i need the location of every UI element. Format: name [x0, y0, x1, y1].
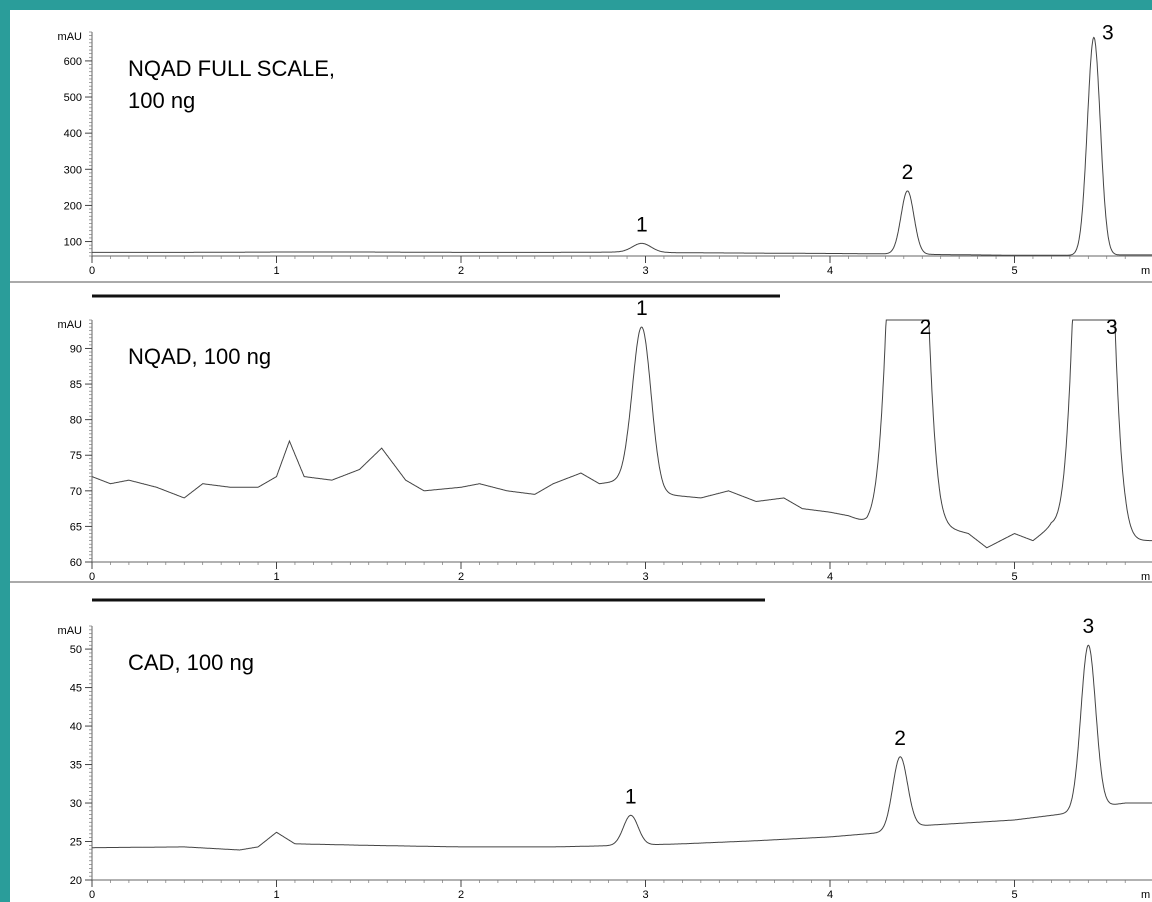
x-tick-label: 2	[458, 889, 464, 901]
y-axis-unit-label: mAU	[58, 31, 83, 43]
x-axis-unit-label: m	[1141, 571, 1150, 583]
peak-label-2: 2	[920, 316, 932, 339]
y-tick-label: 40	[70, 721, 82, 733]
y-tick-label: 50	[70, 644, 82, 656]
y-tick-label: 75	[70, 450, 82, 462]
x-tick-label: 2	[458, 571, 464, 583]
y-tick-label: 100	[64, 237, 82, 249]
x-tick-label: 3	[642, 889, 648, 901]
y-axis-unit-label: mAU	[58, 625, 83, 637]
panel-title: CAD, 100 ng	[128, 650, 254, 675]
x-tick-label: 1	[273, 265, 279, 277]
x-tick-label: 1	[273, 571, 279, 583]
y-tick-label: 400	[64, 128, 82, 140]
x-axis-unit-label: m	[1141, 265, 1150, 277]
peak-label-3: 3	[1102, 21, 1114, 44]
y-tick-label: 20	[70, 875, 82, 887]
x-tick-label: 0	[89, 265, 95, 277]
x-tick-label: 5	[1011, 889, 1017, 901]
y-tick-label: 45	[70, 683, 82, 695]
x-tick-label: 5	[1011, 571, 1017, 583]
peak-label-2: 2	[902, 161, 914, 184]
x-tick-label: 3	[642, 571, 648, 583]
y-tick-label: 600	[64, 56, 82, 68]
y-tick-label: 200	[64, 200, 82, 212]
frame-top-border	[0, 0, 1152, 10]
peak-label-1: 1	[625, 785, 637, 808]
chart-panel-2: 60 65 70 75 80 85 90 mAU 0 1 2 3 4 5 m NQAD, 100 ng 1 2 3	[10, 297, 1152, 602]
panel-title: NQAD FULL SCALE,	[128, 56, 335, 81]
peak-label-1: 1	[636, 297, 648, 320]
x-axis-unit-label: m	[1141, 889, 1150, 901]
y-tick-label: 90	[70, 343, 82, 355]
panel-title: NQAD, 100 ng	[128, 344, 271, 369]
chromatogram-trace	[92, 36, 1152, 256]
frame-left-border	[0, 0, 10, 902]
chromatogram-trace	[92, 644, 1152, 851]
x-tick-label: 1	[273, 889, 279, 901]
x-tick-label: 4	[827, 265, 833, 277]
x-tick-label: 4	[827, 571, 833, 583]
x-tick-label: 5	[1011, 265, 1017, 277]
y-tick-label: 25	[70, 837, 82, 849]
y-tick-label: 80	[70, 415, 82, 427]
chart-panel-1: 100 200 300 400 500 600 mAU 0 1 2 3 4 5 m NQAD FULL SC…	[10, 21, 1152, 298]
y-tick-label: 300	[64, 164, 82, 176]
y-tick-label: 65	[70, 521, 82, 533]
y-axis-unit-label: mAU	[58, 319, 83, 331]
x-tick-label: 3	[642, 265, 648, 277]
peak-label-3: 3	[1082, 615, 1094, 638]
chromatogram-trace	[91, 319, 1152, 549]
x-tick-label: 2	[458, 265, 464, 277]
peak-label-3: 3	[1106, 316, 1118, 339]
y-tick-label: 60	[70, 557, 82, 569]
x-tick-label: 0	[89, 571, 95, 583]
x-tick-label: 4	[827, 889, 833, 901]
peak-label-2: 2	[894, 727, 906, 750]
panel-title: 100 ng	[128, 88, 195, 113]
y-tick-label: 30	[70, 798, 82, 810]
y-tick-label: 70	[70, 486, 82, 498]
x-tick-label: 0	[89, 889, 95, 901]
peak-label-1: 1	[636, 213, 648, 236]
y-tick-label: 35	[70, 760, 82, 772]
y-tick-label: 85	[70, 379, 82, 391]
y-tick-label: 500	[64, 92, 82, 104]
